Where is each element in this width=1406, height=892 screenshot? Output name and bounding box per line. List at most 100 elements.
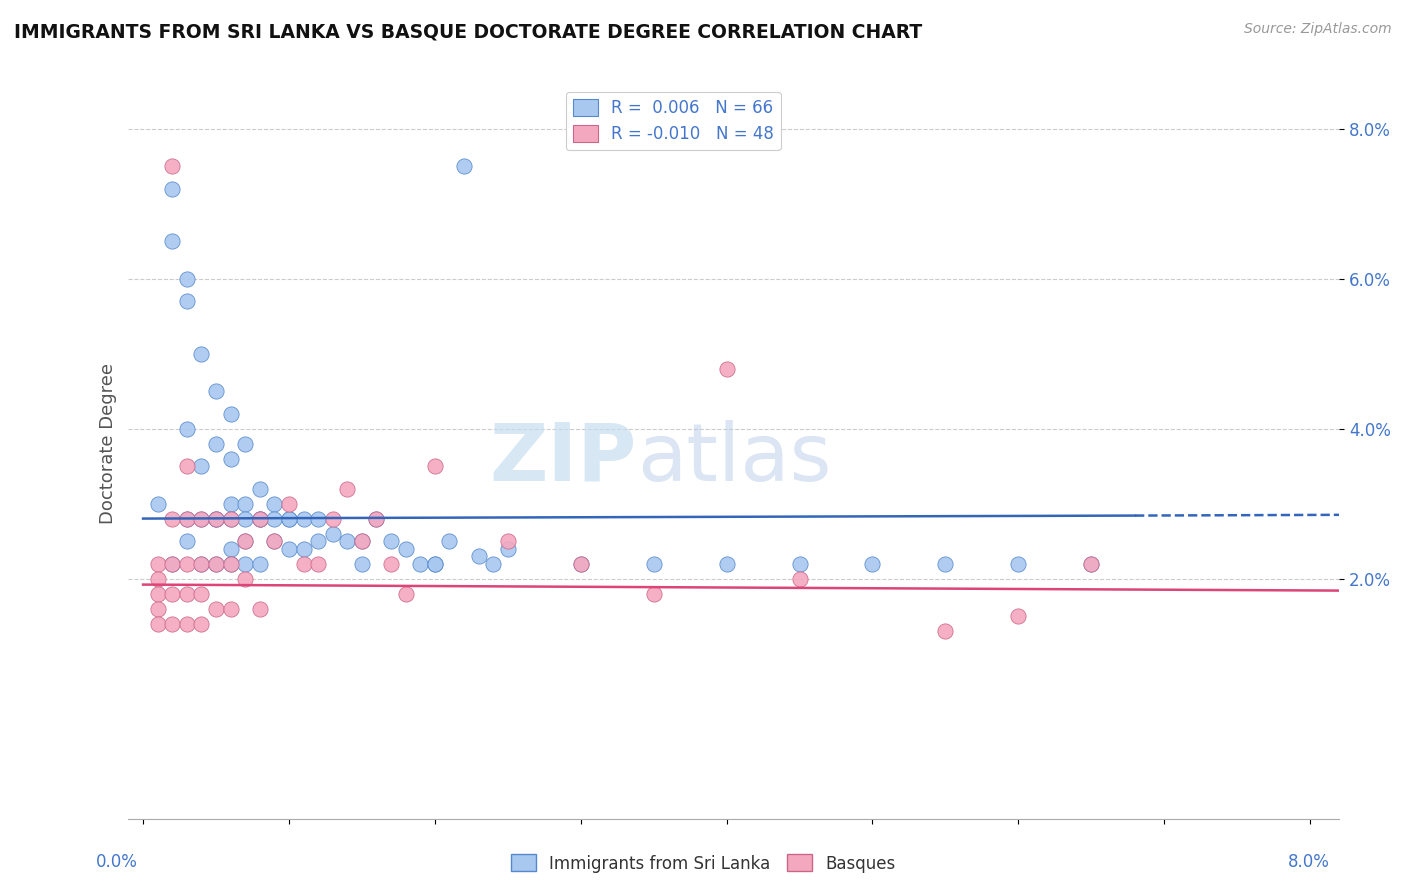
Point xyxy=(219,511,242,525)
Point xyxy=(395,586,418,600)
Point xyxy=(263,511,285,525)
Point xyxy=(146,616,169,631)
Point xyxy=(190,511,212,525)
Point xyxy=(176,616,198,631)
Point xyxy=(278,511,301,525)
Text: 0.0%: 0.0% xyxy=(96,853,138,871)
Point xyxy=(292,557,315,571)
Point xyxy=(176,294,198,309)
Point xyxy=(292,511,315,525)
Point xyxy=(307,511,329,525)
Point xyxy=(162,159,184,173)
Point xyxy=(233,534,256,549)
Point xyxy=(205,511,228,525)
Text: 8.0%: 8.0% xyxy=(1288,853,1330,871)
Point xyxy=(716,557,738,571)
Point xyxy=(366,511,388,525)
Point xyxy=(423,557,446,571)
Point xyxy=(190,557,212,571)
Point xyxy=(453,159,475,173)
Point xyxy=(249,482,271,496)
Point xyxy=(1080,557,1102,571)
Point xyxy=(263,534,285,549)
Point xyxy=(380,534,402,549)
Point xyxy=(249,511,271,525)
Point xyxy=(219,541,242,556)
Legend: Immigrants from Sri Lanka, Basques: Immigrants from Sri Lanka, Basques xyxy=(503,847,903,880)
Point xyxy=(322,511,344,525)
Point xyxy=(176,511,198,525)
Point xyxy=(292,541,315,556)
Point xyxy=(146,572,169,586)
Point xyxy=(190,346,212,360)
Point xyxy=(205,557,228,571)
Point xyxy=(366,511,388,525)
Legend: R =  0.006   N = 66, R = -0.010   N = 48: R = 0.006 N = 66, R = -0.010 N = 48 xyxy=(567,92,780,150)
Point xyxy=(423,459,446,474)
Y-axis label: Doctorate Degree: Doctorate Degree xyxy=(100,363,117,524)
Point xyxy=(162,586,184,600)
Point xyxy=(934,557,956,571)
Point xyxy=(176,511,198,525)
Point xyxy=(205,511,228,525)
Point xyxy=(569,557,592,571)
Point xyxy=(233,497,256,511)
Point xyxy=(249,557,271,571)
Point xyxy=(350,534,373,549)
Point xyxy=(176,557,198,571)
Point xyxy=(146,601,169,615)
Point xyxy=(263,534,285,549)
Point xyxy=(482,557,505,571)
Point xyxy=(716,361,738,376)
Point xyxy=(439,534,461,549)
Point xyxy=(395,541,418,556)
Point xyxy=(205,557,228,571)
Point xyxy=(205,436,228,450)
Point xyxy=(233,436,256,450)
Point xyxy=(176,271,198,285)
Point xyxy=(789,557,811,571)
Point xyxy=(380,557,402,571)
Point xyxy=(205,601,228,615)
Point xyxy=(162,181,184,195)
Point xyxy=(643,557,665,571)
Text: Source: ZipAtlas.com: Source: ZipAtlas.com xyxy=(1244,22,1392,37)
Point xyxy=(219,557,242,571)
Point xyxy=(1007,609,1029,624)
Point xyxy=(862,557,884,571)
Point xyxy=(190,511,212,525)
Point xyxy=(496,541,519,556)
Point xyxy=(336,482,359,496)
Point xyxy=(146,497,169,511)
Point xyxy=(190,586,212,600)
Point xyxy=(278,541,301,556)
Point xyxy=(350,557,373,571)
Point xyxy=(789,572,811,586)
Point xyxy=(190,459,212,474)
Point xyxy=(219,601,242,615)
Point xyxy=(1007,557,1029,571)
Point xyxy=(162,557,184,571)
Point xyxy=(162,234,184,248)
Point xyxy=(146,586,169,600)
Point xyxy=(336,534,359,549)
Point xyxy=(162,616,184,631)
Point xyxy=(233,511,256,525)
Point xyxy=(569,557,592,571)
Point xyxy=(205,384,228,398)
Point xyxy=(409,557,432,571)
Point xyxy=(1080,557,1102,571)
Point xyxy=(643,586,665,600)
Point xyxy=(219,407,242,421)
Point xyxy=(350,534,373,549)
Point xyxy=(176,586,198,600)
Point xyxy=(278,511,301,525)
Point xyxy=(190,557,212,571)
Point xyxy=(307,534,329,549)
Point xyxy=(162,511,184,525)
Point xyxy=(219,451,242,466)
Point xyxy=(162,557,184,571)
Point xyxy=(233,572,256,586)
Point xyxy=(467,549,489,563)
Point xyxy=(322,526,344,541)
